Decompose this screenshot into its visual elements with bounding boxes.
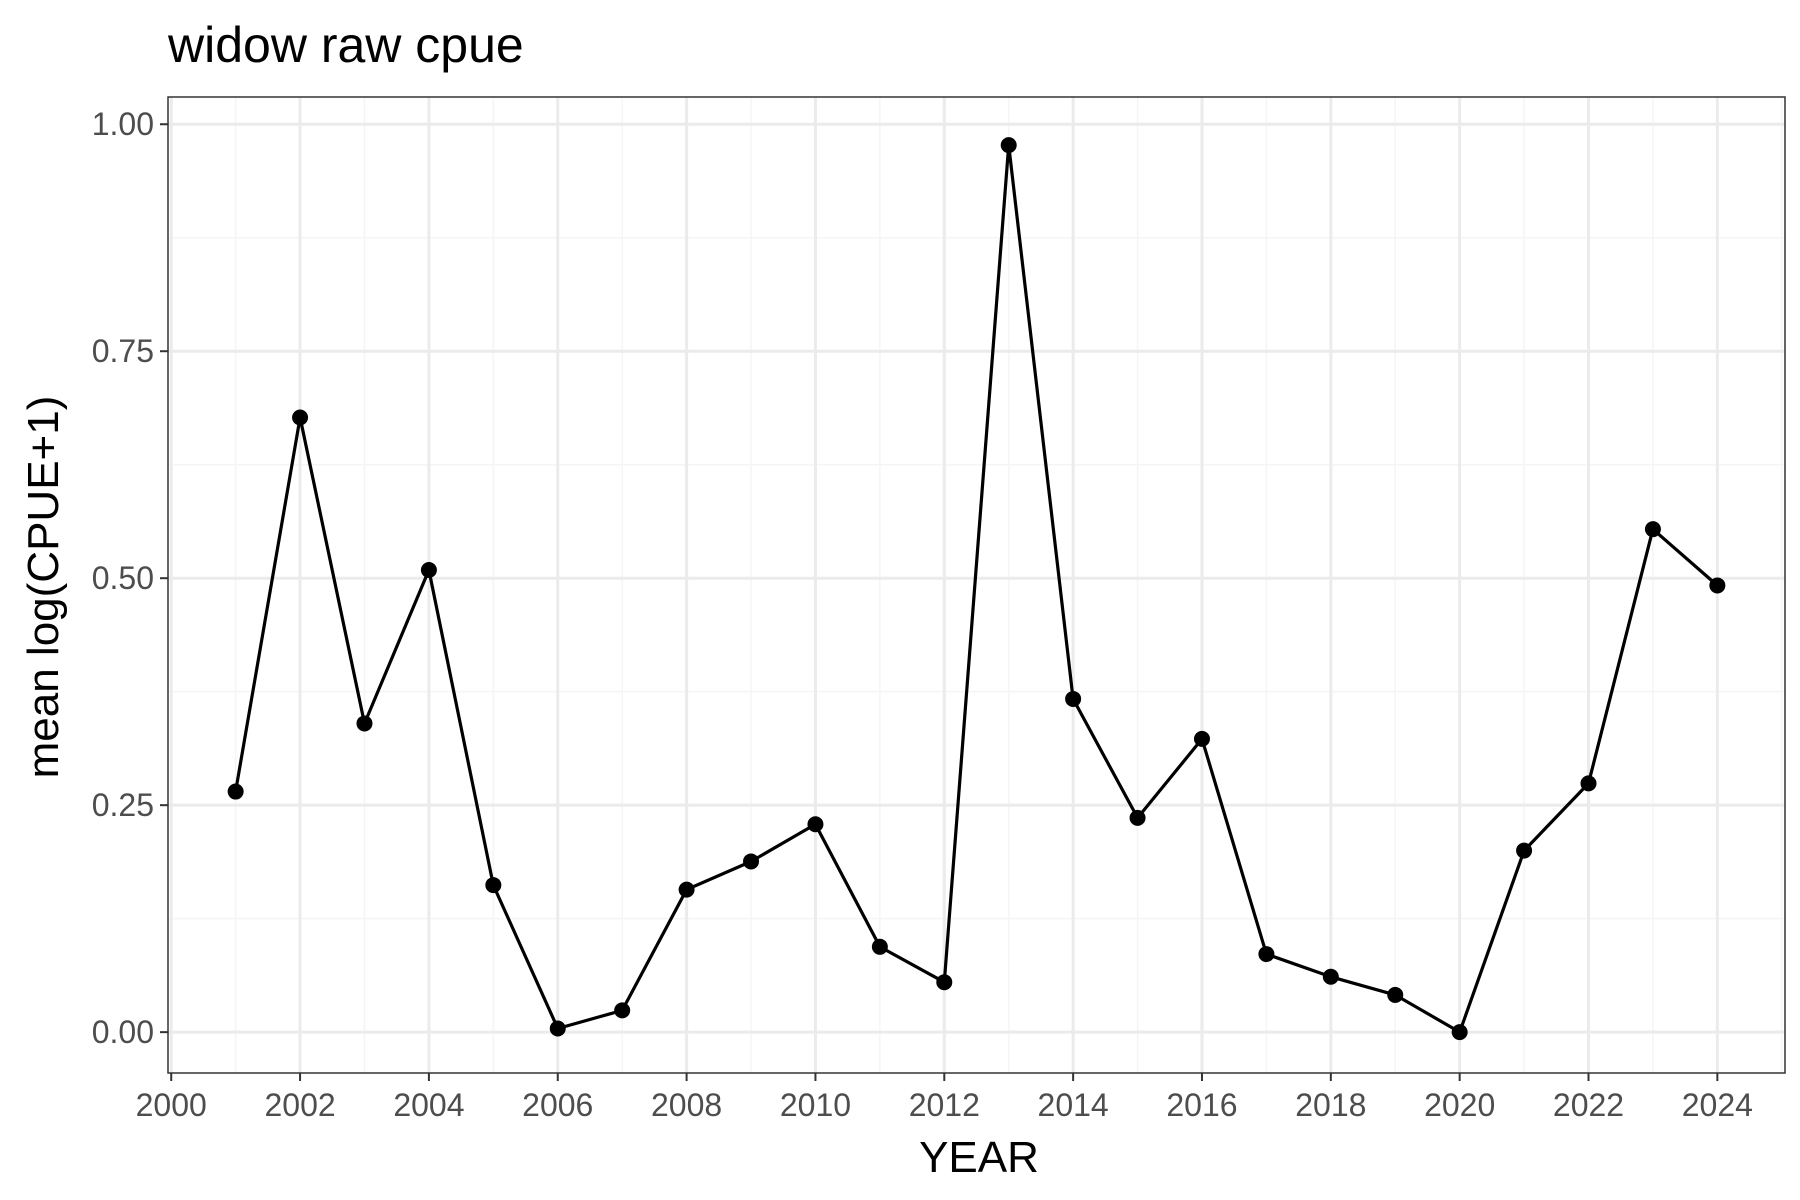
plot-panel [167, 96, 1786, 1074]
data-point [1387, 986, 1404, 1003]
data-point [743, 853, 760, 870]
x-tick-label: 2006 [522, 1087, 593, 1123]
data-point [614, 1002, 631, 1019]
x-tick-label: 2010 [780, 1087, 851, 1123]
x-tick-label: 2000 [136, 1087, 207, 1123]
data-point [936, 974, 953, 991]
data-point [1709, 577, 1726, 594]
y-tick-label: 0.25 [92, 787, 154, 823]
data-point [1065, 690, 1082, 707]
x-tick-label: 2016 [1166, 1087, 1237, 1123]
x-tick-label: 2020 [1424, 1087, 1495, 1123]
chart-title: widow raw cpue [167, 17, 524, 73]
data-point [1644, 521, 1661, 538]
data-point [1258, 946, 1275, 963]
x-tick-label: 2024 [1682, 1087, 1753, 1123]
y-tick-label: 0.00 [92, 1014, 154, 1050]
series-line [234, 143, 1719, 1034]
data-point [1451, 1024, 1468, 1041]
x-tick-label: 2004 [393, 1087, 464, 1123]
y-tick-label: 0.75 [92, 333, 154, 369]
data-point [227, 783, 244, 800]
y-axis-title: mean log(CPUE+1) [19, 396, 68, 779]
x-tick-label: 2014 [1038, 1087, 1109, 1123]
x-axis-title: YEAR [919, 1133, 1039, 1182]
x-tick-label: 2022 [1553, 1087, 1624, 1123]
data-point [1193, 730, 1210, 747]
y-tick-label: 0.50 [92, 560, 154, 596]
y-axis: 0.00 0.25 0.50 0.75 1.00 [92, 106, 168, 1050]
panel-border [167, 96, 1786, 1074]
data-point [1516, 842, 1533, 859]
data-point [549, 1020, 566, 1037]
data-point [678, 881, 695, 898]
data-point [356, 715, 373, 732]
x-tick-label: 2002 [264, 1087, 335, 1123]
data-point [1129, 809, 1146, 826]
series-layer [227, 137, 1726, 1041]
x-tick-label: 2008 [651, 1087, 722, 1123]
x-axis: 2000 2002 2004 2006 2008 2010 2012 2014 2016 2018… [136, 1073, 1753, 1123]
data-point [1580, 775, 1597, 792]
data-point [807, 816, 824, 833]
data-point [1322, 968, 1339, 985]
data-point [420, 562, 437, 579]
x-tick-label: 2012 [909, 1087, 980, 1123]
data-point [292, 409, 309, 426]
data-point [1000, 137, 1017, 154]
panel-background [168, 97, 1785, 1073]
data-point [485, 877, 502, 894]
y-tick-label: 1.00 [92, 106, 154, 142]
x-tick-label: 2018 [1295, 1087, 1366, 1123]
data-point [871, 938, 888, 955]
